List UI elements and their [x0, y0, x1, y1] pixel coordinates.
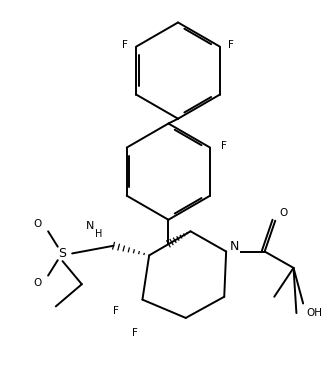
Text: O: O: [33, 278, 42, 288]
Text: F: F: [113, 306, 118, 316]
Text: H: H: [95, 229, 103, 239]
Text: O: O: [33, 218, 42, 229]
Text: N: N: [230, 240, 240, 253]
Text: F: F: [221, 141, 226, 151]
Text: F: F: [132, 328, 138, 338]
Text: F: F: [122, 39, 128, 50]
Text: OH: OH: [306, 308, 322, 318]
Text: S: S: [59, 247, 67, 260]
Text: O: O: [280, 208, 288, 218]
Text: N: N: [86, 221, 95, 230]
Text: F: F: [228, 39, 234, 50]
